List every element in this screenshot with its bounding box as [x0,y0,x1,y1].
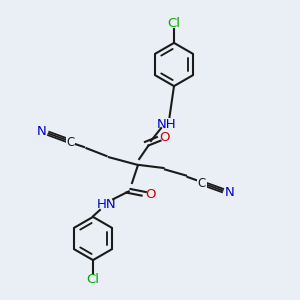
Text: O: O [160,130,170,144]
Text: O: O [145,188,155,202]
Text: N: N [224,185,234,199]
Text: NH: NH [157,118,176,131]
Text: Cl: Cl [86,273,100,286]
Text: C: C [198,177,206,190]
Text: Cl: Cl [167,17,181,30]
Text: C: C [66,136,75,149]
Text: N: N [37,125,47,138]
Text: HN: HN [97,197,116,211]
